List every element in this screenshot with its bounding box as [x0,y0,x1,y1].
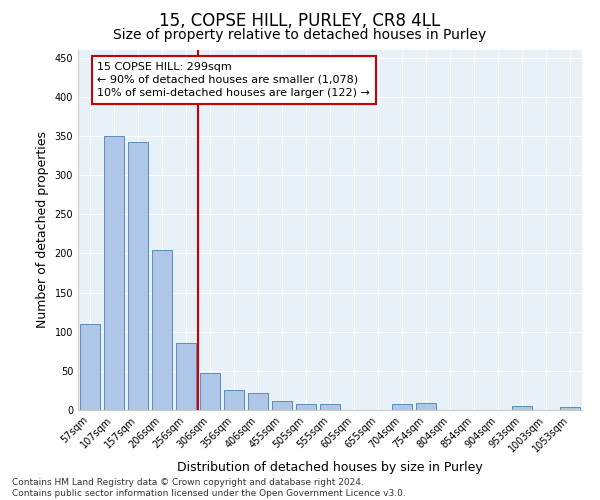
Bar [560,407,580,410]
Bar [176,344,196,410]
X-axis label: Distribution of detached houses by size in Purley: Distribution of detached houses by size … [177,461,483,474]
Text: Size of property relative to detached houses in Purley: Size of property relative to detached ho… [113,28,487,42]
Bar [80,324,100,410]
Bar [296,404,316,410]
Bar [392,404,412,410]
Bar [128,142,148,410]
Bar [224,390,244,410]
Text: 15 COPSE HILL: 299sqm
← 90% of detached houses are smaller (1,078)
10% of semi-d: 15 COPSE HILL: 299sqm ← 90% of detached … [97,62,370,98]
Bar [272,400,292,410]
Text: Contains HM Land Registry data © Crown copyright and database right 2024.
Contai: Contains HM Land Registry data © Crown c… [12,478,406,498]
Bar [512,406,532,410]
Bar [320,404,340,410]
Bar [104,136,124,410]
Bar [416,403,436,410]
Bar [248,393,268,410]
Bar [200,373,220,410]
Y-axis label: Number of detached properties: Number of detached properties [36,132,49,328]
Text: 15, COPSE HILL, PURLEY, CR8 4LL: 15, COPSE HILL, PURLEY, CR8 4LL [160,12,440,30]
Bar [152,250,172,410]
